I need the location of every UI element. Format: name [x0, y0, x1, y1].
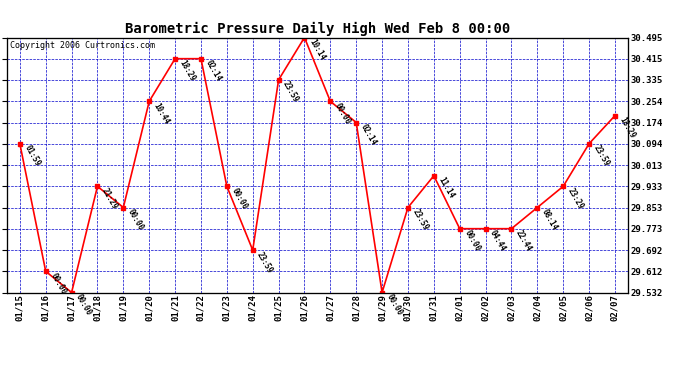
Text: 23:59: 23:59 — [592, 144, 611, 168]
Text: 22:44: 22:44 — [514, 229, 533, 253]
Text: 00:00: 00:00 — [229, 186, 249, 211]
Text: 00:00: 00:00 — [462, 229, 482, 253]
Title: Barometric Pressure Daily High Wed Feb 8 00:00: Barometric Pressure Daily High Wed Feb 8… — [125, 22, 510, 36]
Text: 21:29: 21:29 — [100, 186, 119, 211]
Text: 10:44: 10:44 — [152, 101, 171, 126]
Text: 01:59: 01:59 — [22, 144, 42, 168]
Text: 08:14: 08:14 — [540, 207, 560, 232]
Text: 00:00: 00:00 — [333, 101, 353, 126]
Text: 02:14: 02:14 — [359, 123, 378, 147]
Text: Copyright 2006 Curtronics.com: Copyright 2006 Curtronics.com — [10, 41, 155, 50]
Text: 23:29: 23:29 — [566, 186, 585, 211]
Text: 10:14: 10:14 — [307, 38, 326, 62]
Text: 23:59: 23:59 — [411, 207, 430, 232]
Text: 23:59: 23:59 — [281, 80, 301, 104]
Text: 04:44: 04:44 — [489, 229, 508, 253]
Text: 18:29: 18:29 — [177, 58, 197, 83]
Text: 00:00: 00:00 — [75, 292, 94, 317]
Text: 02:14: 02:14 — [204, 58, 223, 83]
Text: 00:00: 00:00 — [126, 207, 146, 232]
Text: 00:00: 00:00 — [48, 272, 68, 296]
Text: 11:14: 11:14 — [437, 176, 456, 200]
Text: 00:00: 00:00 — [385, 292, 404, 317]
Text: 23:59: 23:59 — [255, 250, 275, 274]
Text: 18:29: 18:29 — [618, 116, 637, 140]
